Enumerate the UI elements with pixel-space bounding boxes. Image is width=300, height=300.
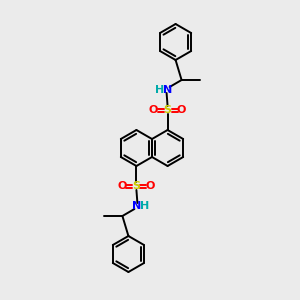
Text: O: O — [118, 181, 127, 191]
Text: S: S — [132, 181, 140, 191]
Text: O: O — [146, 181, 155, 191]
Text: N: N — [132, 201, 141, 211]
Text: O: O — [149, 105, 158, 115]
Text: N: N — [163, 85, 172, 95]
Text: S: S — [164, 105, 172, 115]
Text: O: O — [177, 105, 186, 115]
Text: H: H — [155, 85, 164, 95]
Text: H: H — [140, 201, 149, 211]
